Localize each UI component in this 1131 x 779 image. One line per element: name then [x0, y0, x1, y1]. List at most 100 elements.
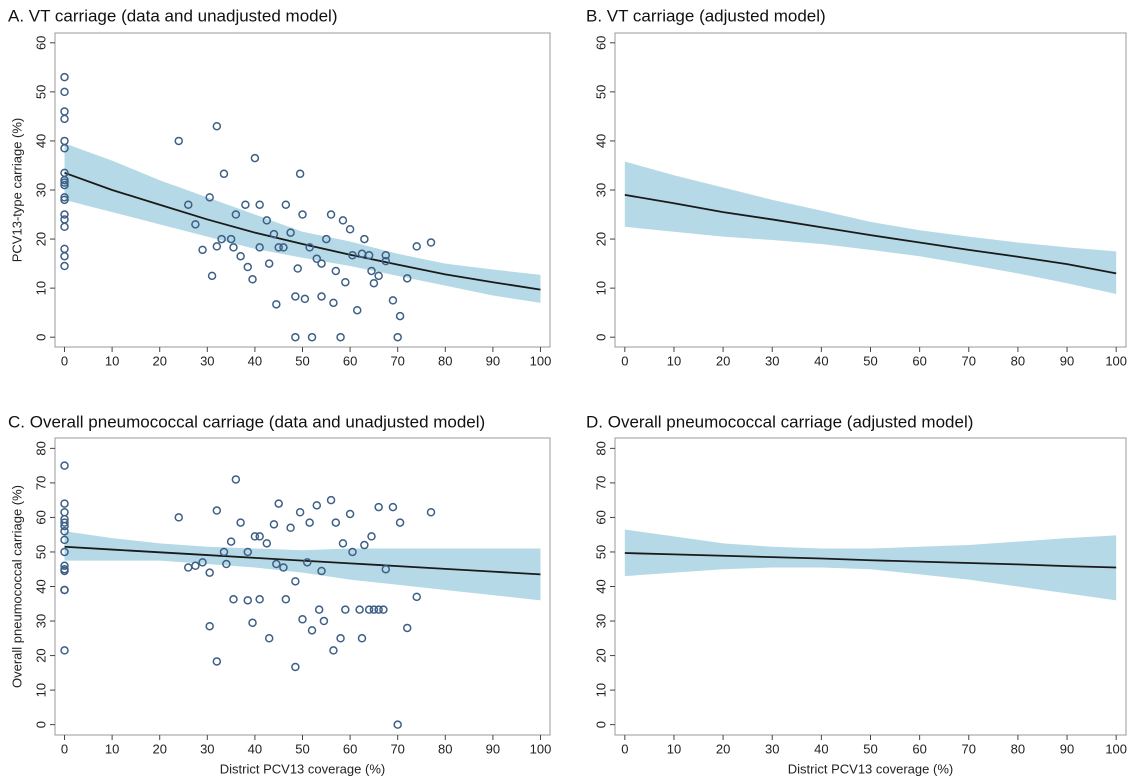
data-point — [341, 605, 350, 614]
y-tick-label: 10 — [33, 683, 48, 697]
data-point — [374, 502, 383, 512]
data-point — [355, 605, 364, 614]
data-point — [212, 121, 222, 131]
fit-line — [624, 552, 1117, 569]
data-point — [352, 305, 362, 315]
data-point — [212, 657, 222, 666]
data-point — [60, 215, 69, 224]
y-tick-label: 30 — [33, 183, 48, 197]
y-tick-label: 20 — [33, 232, 48, 246]
fit-line — [624, 194, 1117, 275]
data-point — [412, 242, 421, 251]
data-point — [312, 254, 322, 263]
data-point — [305, 518, 314, 527]
data-point — [60, 526, 69, 536]
data-point — [198, 558, 207, 567]
data-point — [426, 508, 436, 517]
y-tick-label: 10 — [593, 281, 608, 295]
data-point — [229, 243, 238, 252]
x-tick-label: 40 — [814, 353, 828, 368]
data-point — [291, 292, 300, 301]
data-point — [60, 646, 69, 655]
x-tick-label: 0 — [621, 741, 628, 756]
data-point — [60, 521, 69, 531]
x-tick-label: 50 — [295, 353, 309, 368]
data-point — [269, 520, 279, 529]
data-point — [291, 577, 300, 586]
x-tick-label: 80 — [1011, 353, 1025, 368]
x-tick-label: 20 — [152, 353, 166, 368]
data-point — [402, 623, 412, 633]
data-point — [348, 251, 357, 260]
data-point — [255, 532, 264, 541]
data-point — [374, 271, 383, 281]
x-tick-label: 10 — [105, 353, 119, 368]
data-point — [60, 518, 69, 527]
x-tick-label: 60 — [912, 741, 926, 756]
data-point — [281, 200, 291, 209]
data-point — [255, 243, 264, 252]
data-point — [60, 461, 69, 470]
data-point — [345, 225, 355, 234]
data-point — [338, 216, 348, 225]
data-point — [345, 509, 355, 519]
data-point — [317, 259, 326, 268]
y-tick-label: 60 — [33, 36, 48, 50]
data-point — [331, 518, 341, 527]
data-point — [336, 332, 345, 342]
x-tick-label: 100 — [1105, 353, 1127, 368]
data-point — [60, 244, 69, 254]
data-point — [243, 596, 253, 605]
y-tick-label: 40 — [593, 134, 608, 148]
panel: A. VT carriage (data and unadjusted mode… — [8, 6, 551, 368]
data-point — [274, 499, 283, 508]
data-point — [60, 585, 69, 595]
x-axis-label: District PCV13 coverage (%) — [220, 761, 385, 776]
data-point — [60, 72, 69, 82]
y-tick-label: 50 — [593, 85, 608, 99]
y-axis-label: Overall pneumococcal carriage (%) — [9, 485, 24, 688]
data-point — [60, 261, 69, 271]
data-point — [207, 271, 217, 281]
x-tick-label: 90 — [486, 741, 500, 756]
data-point — [331, 266, 341, 276]
confidence-band — [624, 161, 1117, 295]
y-tick-label: 70 — [593, 476, 608, 490]
data-point — [360, 234, 369, 244]
data-point — [231, 475, 241, 484]
panel-title: A. VT carriage (data and unadjusted mode… — [8, 6, 338, 25]
data-point — [60, 180, 69, 190]
data-point — [205, 568, 214, 577]
data-point — [262, 539, 272, 548]
x-tick-label: 50 — [863, 353, 877, 368]
fit-line — [64, 545, 541, 576]
data-point — [381, 564, 391, 574]
data-point — [226, 537, 236, 546]
data-point — [336, 634, 345, 643]
data-point — [291, 332, 300, 342]
data-point — [319, 616, 329, 626]
data-point — [236, 251, 245, 261]
data-point — [314, 605, 324, 614]
data-point — [60, 144, 69, 153]
x-tick-label: 100 — [1105, 741, 1127, 756]
data-point — [305, 243, 314, 252]
data-point — [229, 595, 238, 604]
x-tick-label: 80 — [1011, 741, 1025, 756]
data-point — [329, 298, 338, 308]
y-tick-label: 40 — [33, 134, 48, 148]
data-point — [184, 200, 193, 209]
x-tick-label: 70 — [390, 741, 404, 756]
data-point — [60, 107, 69, 116]
data-point — [402, 274, 412, 283]
data-point — [205, 193, 214, 202]
data-point — [322, 234, 331, 244]
data-point — [286, 523, 295, 533]
x-tick-label: 20 — [152, 741, 166, 756]
data-point — [286, 228, 295, 237]
confidence-band — [64, 143, 541, 303]
x-tick-label: 10 — [667, 741, 681, 756]
panel: C. Overall pneumococcal carriage (data a… — [8, 412, 551, 776]
data-point — [341, 277, 350, 287]
